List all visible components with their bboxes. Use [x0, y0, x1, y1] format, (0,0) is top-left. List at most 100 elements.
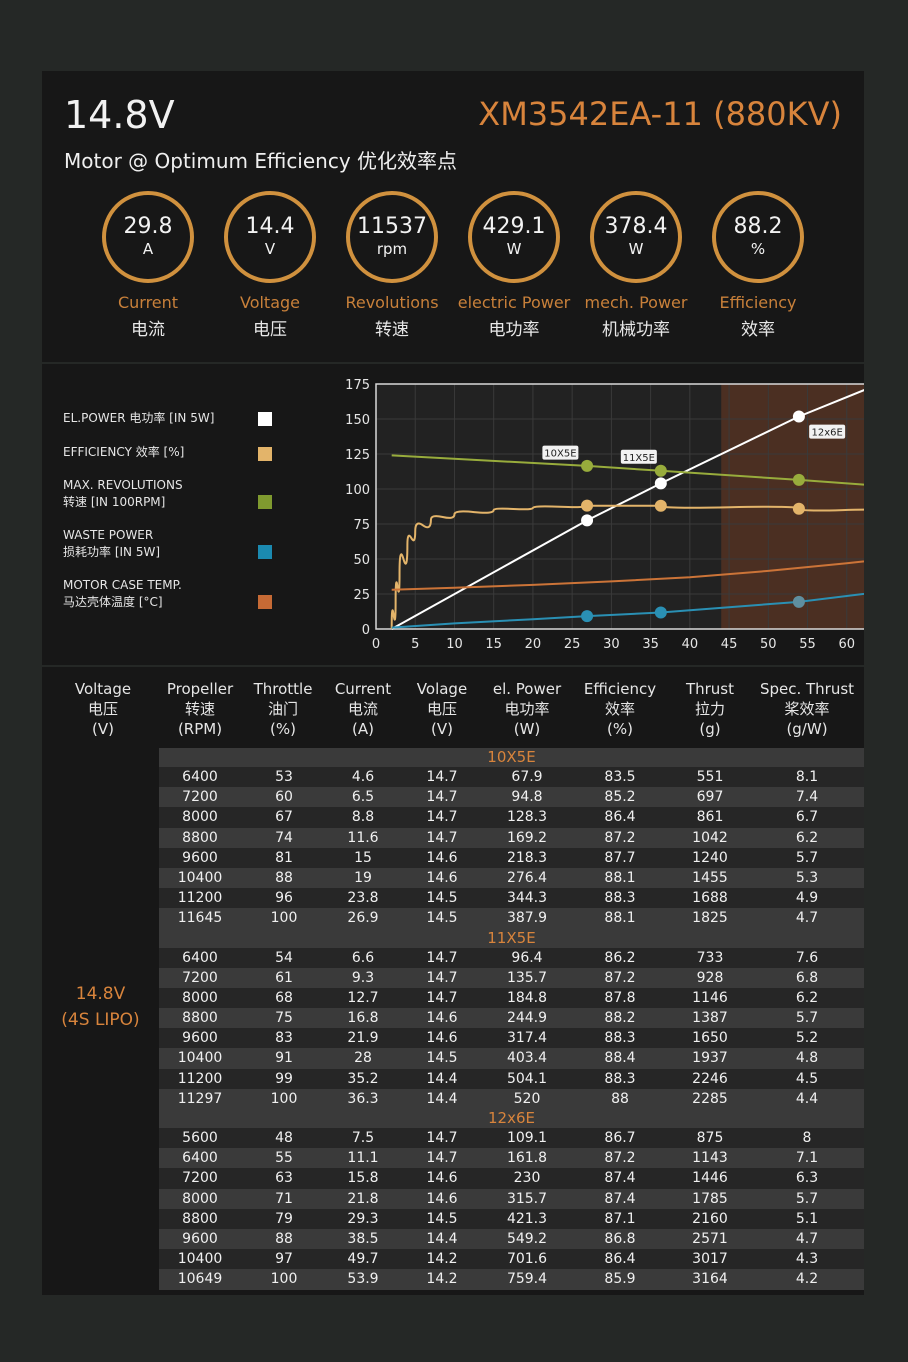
- table-cell: 88.4: [604, 1050, 636, 1067]
- metric-ring: 14.4 V: [224, 191, 316, 283]
- table-cell: 14.5: [426, 890, 458, 907]
- table-cell: 14.7: [426, 949, 458, 966]
- table-row: 6400 55 11.1 14.7 161.8 87.2 1143 7.1: [159, 1148, 864, 1169]
- table-cell: 75: [275, 1010, 293, 1027]
- table-cell: 1688: [692, 890, 728, 907]
- y-tick-label: 175: [345, 378, 370, 393]
- voltage-title: 14.8V: [64, 93, 175, 137]
- x-tick-label: 35: [642, 637, 659, 652]
- table-cell: 74: [275, 829, 293, 846]
- table-cell: 230: [513, 1170, 541, 1187]
- annotation-label: 11X5E: [623, 453, 655, 464]
- table-cell: 88: [275, 869, 293, 886]
- summary-panel: 14.8V XM3542EA-11 (880KV) Motor @ Optimu…: [42, 71, 864, 362]
- legend-swatch: [258, 412, 272, 426]
- column-header: Efficiency 效率 (%): [565, 679, 675, 739]
- metric-unit: A: [142, 240, 154, 258]
- column-header: el. Power 电功率 (W): [472, 679, 582, 739]
- table-cell: 4.6: [351, 769, 375, 785]
- chart-legend: EL.POWER 电功率 [IN 5W] EFFICIENCY 效率 [%] M…: [42, 364, 294, 665]
- table-cell: 6400: [182, 949, 218, 966]
- table-cell: 7.1: [795, 1150, 819, 1167]
- table-cell: 5.2: [795, 1030, 819, 1047]
- annotation-box: [542, 445, 579, 460]
- table-row: 9600 88 38.5 14.4 549.2 86.8 2571 4.7: [159, 1228, 864, 1250]
- table-cell: 10400: [177, 1251, 223, 1268]
- table-cell: 11200: [177, 1070, 223, 1087]
- table-cell: 49.7: [347, 1251, 379, 1268]
- table-cell: 11.6: [347, 829, 379, 846]
- metric-value: 29.8: [123, 214, 173, 239]
- table-row: 6400 53 4.6 14.7 67.9 83.5 551 8.1: [159, 767, 864, 788]
- legend-swatch: [258, 595, 272, 609]
- table-cell: 97: [275, 1251, 293, 1268]
- metric-current: 29.8 A Current 电流: [87, 191, 209, 340]
- table-cell: 9600: [182, 849, 218, 866]
- metric-value: 429.1: [482, 214, 546, 239]
- table-cell: 71: [275, 1190, 293, 1207]
- motor-model: XM3542EA-11 (880KV): [478, 95, 842, 133]
- table-row: 10400 91 28 14.5 403.4 88.4 1937 4.8: [159, 1048, 864, 1069]
- table-cell: 14.2: [426, 1271, 458, 1288]
- table-cell: 87.1: [604, 1210, 636, 1227]
- table-cell: 14.6: [426, 1190, 458, 1207]
- table-cell: 6.8: [795, 969, 819, 986]
- metric-mech-power: 378.4 W mech. Power 机械功率: [575, 191, 697, 340]
- table-cell: 7.6: [795, 949, 819, 966]
- table-cell: 9600: [182, 1230, 218, 1247]
- marker-el_power: [654, 477, 667, 490]
- table-cell: 109.1: [506, 1130, 548, 1146]
- x-tick-label: 0: [372, 637, 380, 652]
- table-cell: 6.7: [795, 809, 819, 826]
- marker-efficiency: [654, 499, 667, 512]
- table-cell: 7200: [182, 789, 218, 806]
- column-header-line: Thrust: [685, 680, 735, 698]
- annotation-box: [809, 424, 846, 439]
- table-cell: 88.2: [604, 1010, 636, 1027]
- table-cell: 5.7: [795, 1190, 819, 1207]
- legend-label: MOTOR CASE TEMP.: [63, 578, 182, 592]
- table-cell: 8.8: [351, 809, 375, 826]
- marker-waste_power: [792, 595, 805, 608]
- table-row: 9600 83 21.9 14.6 317.4 88.3 1650 5.2: [159, 1028, 864, 1049]
- table-cell: 8.1: [795, 769, 819, 785]
- table-cell: 99: [275, 1070, 293, 1087]
- metric-label-cn: 电功率: [488, 320, 540, 340]
- table-row: 7200 63 15.8 14.6 230 87.4 1446 6.3: [159, 1168, 864, 1189]
- metric-ring: 29.8 A: [102, 191, 194, 283]
- column-header-line: Efficiency: [583, 680, 657, 698]
- column-header-line: (%): [607, 720, 633, 738]
- metric-unit: rpm: [376, 240, 408, 258]
- table-cell: 15: [354, 849, 372, 866]
- x-tick-label: 10: [446, 637, 463, 652]
- table-cell: 1387: [692, 1010, 728, 1027]
- table-cell: 38.5: [347, 1230, 379, 1247]
- table-cell: 2571: [692, 1230, 728, 1247]
- subtitle: Motor @ Optimum Efficiency 优化效率点: [64, 149, 458, 173]
- table-cell: 7200: [182, 969, 218, 986]
- metric-label-en: Revolutions: [345, 293, 439, 312]
- metric-efficiency: 88.2 % Efficiency 效率: [697, 191, 819, 340]
- column-header-line: 转速: [184, 700, 215, 718]
- metric-label-cn: 效率: [741, 320, 775, 340]
- column-header-line: 电压: [87, 700, 118, 718]
- metric-value: 11537: [357, 214, 427, 239]
- marker-revolutions: [581, 459, 594, 472]
- marker-waste_power: [581, 610, 594, 623]
- table-cell: 7200: [182, 1170, 218, 1187]
- table-cell: 128.3: [506, 809, 548, 826]
- table-cell: 100: [270, 1271, 298, 1288]
- table-cell: 6.2: [795, 829, 819, 846]
- table-cell: 8000: [182, 989, 218, 1006]
- column-header-line: 桨效率: [784, 700, 830, 718]
- table-cell: 88.1: [604, 869, 636, 886]
- table-cell: 1650: [692, 1030, 728, 1047]
- legend-swatch: [258, 447, 272, 461]
- table-row: 10649 100 53.9 14.2 759.4 85.9 3164 4.2: [159, 1269, 864, 1290]
- table-cell: 21.9: [347, 1030, 379, 1047]
- section-header: 10X5E: [159, 748, 864, 767]
- legend-label-cn: 损耗功率 [IN 5W]: [63, 545, 161, 559]
- metric-label-cn: 转速: [375, 320, 409, 340]
- table-cell: 276.4: [506, 869, 548, 886]
- legend-waste-power: WASTE POWER 损耗功率 [IN 5W]: [63, 527, 283, 561]
